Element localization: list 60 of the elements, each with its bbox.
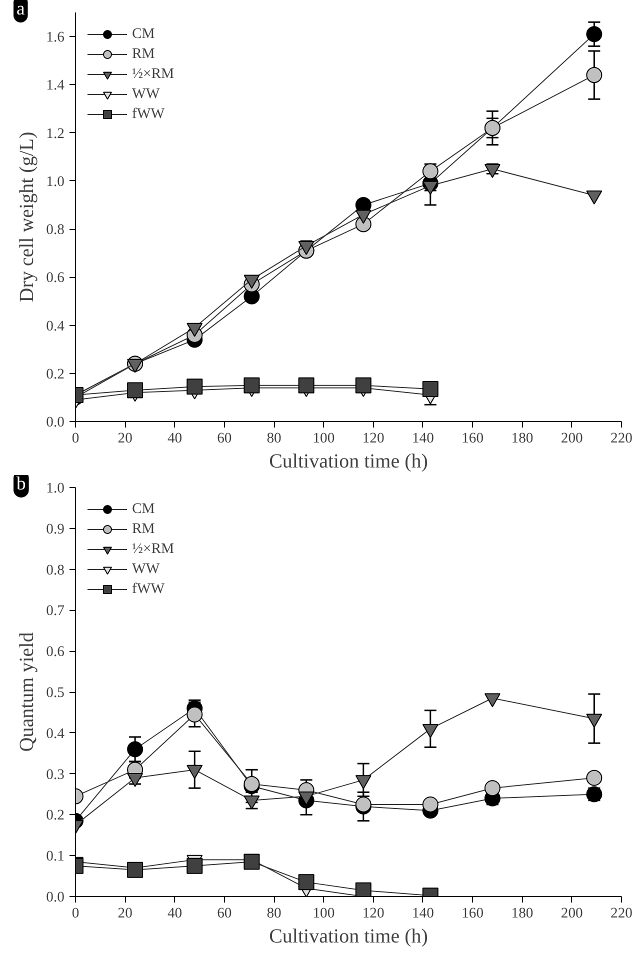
x-tick-label: 0 [72,430,80,446]
x-tick-label: 60 [217,906,232,922]
y-tick-label: 1.2 [46,126,65,142]
text: a [16,0,26,20]
x-tick-label: 120 [362,430,384,446]
x-tick-label: 100 [312,906,335,922]
legend-label: ½×RM [132,540,174,558]
x-tick-label: 160 [462,430,484,446]
x-tick-label: 60 [217,430,232,446]
y-tick-label: 0.0 [46,890,65,906]
legend-label: fWW [132,580,165,598]
legend-label: ½×RM [132,66,174,82]
y-tick-label: 0.3 [46,766,65,783]
y-tick-label: 0.8 [46,222,65,238]
y-tick-label: 1.6 [46,30,65,46]
x-tick-label: 20 [118,906,132,922]
x-tick-label: 180 [511,430,534,446]
x-tick-label: 200 [560,430,583,446]
y-tick-label: 0.2 [46,366,65,382]
x-tick-label: 220 [610,906,632,922]
legend-label: RM [132,46,155,62]
x-tick-label: 200 [560,906,583,922]
y-tick-label: 0.6 [46,644,65,660]
x-tick-label: 180 [511,906,534,922]
y-tick-label: 0.4 [46,726,66,742]
y-tick-label: 1.0 [46,174,65,190]
x-axis-title: Cultivation time (h) [269,450,428,472]
legend-label: RM [132,520,155,538]
x-tick-label: 140 [412,906,434,922]
x-tick-label: 160 [462,906,484,922]
x-tick-label: 100 [312,430,335,446]
y-tick-label: 1.0 [46,480,65,496]
x-axis-title: Cultivation time (h) [269,926,428,948]
legend-label: WW [132,560,160,578]
y-tick-label: 0.6 [46,270,65,286]
y-tick-label: 0.2 [46,808,65,824]
legend-label: CM [132,500,155,518]
y-axis-title: Dry cell weight (g/L) [16,132,38,302]
y-tick-label: 0.0 [46,414,65,430]
x-tick-label: 80 [266,430,282,446]
x-tick-label: 0 [72,906,80,922]
x-tick-label: 40 [167,906,182,922]
legend-label: WW [132,86,160,102]
legend-label: fWW [132,106,165,122]
x-tick-label: 20 [118,430,132,446]
y-tick-label: 0.9 [46,521,65,538]
y-tick-label: 0.8 [46,562,65,578]
legend-label: CM [132,26,155,42]
y-axis-title: Quantum yield [16,632,38,752]
x-tick-label: 220 [610,430,632,446]
x-tick-label: 40 [167,430,182,446]
y-tick-label: 0.4 [46,318,66,334]
y-tick-label: 0.1 [46,848,65,865]
x-tick-label: 120 [362,906,384,922]
text: b [16,474,26,494]
y-tick-label: 0.7 [46,603,65,620]
x-tick-label: 140 [412,430,434,446]
y-tick-label: 1.4 [46,78,66,94]
y-tick-label: 0.5 [46,685,65,701]
x-tick-label: 80 [266,906,282,922]
